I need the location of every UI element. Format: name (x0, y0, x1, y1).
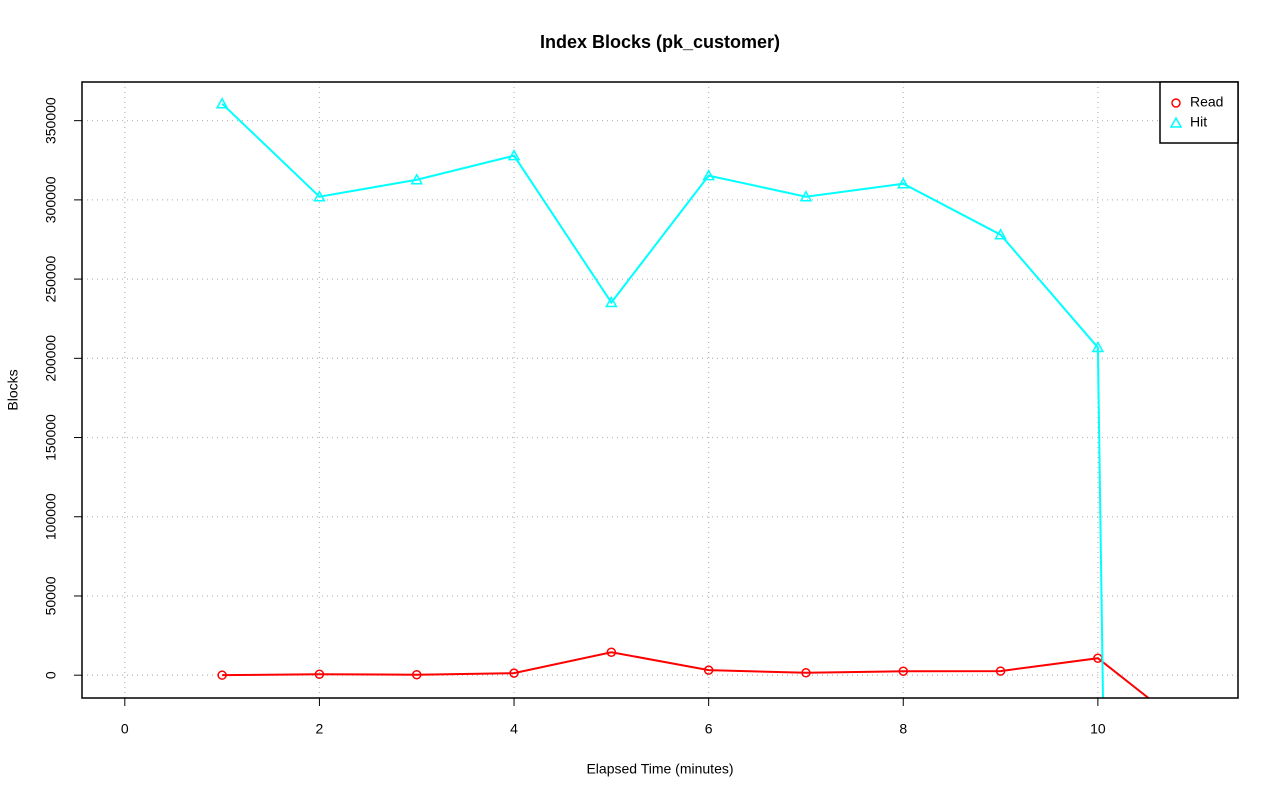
x-axis-label: Elapsed Time (minutes) (586, 761, 733, 777)
y-tick-label: 0 (43, 671, 59, 679)
marker (801, 668, 811, 678)
marker (702, 169, 715, 181)
x-tick-label: 2 (316, 721, 324, 737)
marker (799, 190, 813, 202)
marker (1091, 340, 1105, 353)
marker (314, 669, 325, 679)
y-axis-label: Blocks (5, 369, 21, 410)
marker (313, 190, 326, 202)
y-tick-label: 350000 (43, 97, 59, 144)
marker (507, 149, 521, 161)
y-tick-label: 150000 (43, 414, 59, 461)
legend-box (1159, 81, 1239, 144)
marker (605, 295, 618, 308)
marker (896, 177, 910, 189)
legend-marker (1169, 116, 1183, 128)
legend-label: Hit (1190, 114, 1207, 130)
marker (898, 666, 909, 676)
marker (215, 97, 229, 109)
series-line (221, 102, 1104, 698)
series-line (222, 651, 1151, 698)
y-tick-label: 300000 (43, 176, 59, 223)
y-tick-label: 200000 (43, 335, 59, 382)
marker (509, 668, 519, 678)
chart-title: Index Blocks (pk_customer) (540, 32, 780, 52)
plot-area (82, 82, 1238, 698)
marker (410, 173, 424, 185)
x-tick-label: 4 (510, 721, 518, 737)
x-tick-label: 6 (705, 721, 713, 737)
x-tick-label: 10 (1090, 721, 1106, 737)
x-tick-label: 8 (899, 721, 907, 737)
marker (217, 670, 227, 680)
y-tick-label: 50000 (43, 576, 59, 615)
marker (995, 666, 1006, 676)
x-tick-label: 0 (121, 721, 129, 737)
marker (994, 228, 1007, 240)
y-tick-label: 250000 (43, 256, 59, 303)
marker (411, 669, 422, 680)
marker (703, 665, 714, 675)
plot-frame (81, 81, 1239, 699)
y-tick-label: 100000 (43, 493, 59, 540)
marker (606, 647, 617, 657)
legend-marker (1171, 98, 1181, 108)
legend-label: Read (1190, 94, 1223, 110)
